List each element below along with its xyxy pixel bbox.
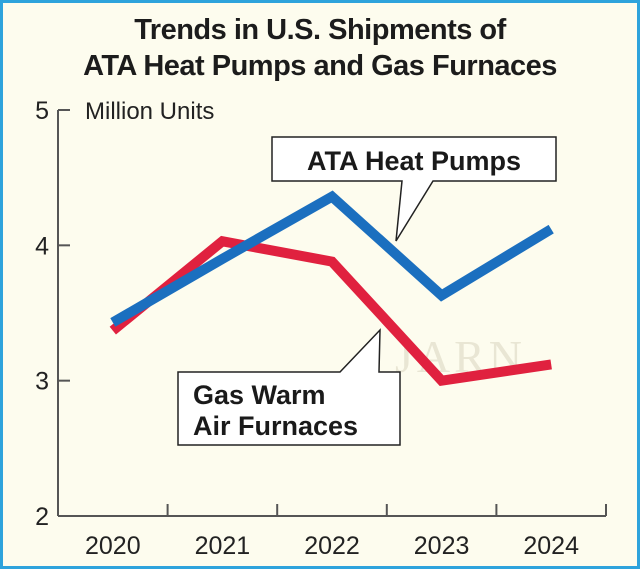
furnace-callout-box: [177, 328, 401, 446]
heat-pump-callout-label: ATA Heat Pumps: [307, 146, 521, 176]
x-tick-label: 2022: [304, 532, 360, 560]
y-tick-label: 4: [35, 232, 49, 260]
furnace-callout-label-line2: Air Furnaces: [193, 411, 358, 441]
x-tick-label: 2020: [85, 532, 141, 560]
x-tick-label: 2021: [195, 532, 251, 560]
callouts: ATA Heat Pumps Gas Warm Air Furnaces: [177, 136, 557, 446]
chart-title-line2: ATA Heat Pumps and Gas Furnaces: [83, 50, 557, 82]
x-tick-label: 2024: [523, 532, 579, 560]
y-tick-label: 3: [35, 368, 49, 396]
furnace-callout-label-line1: Gas Warm: [193, 380, 326, 410]
axes: 2 3 4 5 2020 2021 2022 2023 2024: [35, 97, 607, 560]
y-axis-label: Million Units: [85, 98, 214, 125]
chart-title-line1: Trends in U.S. Shipments of: [134, 14, 506, 46]
y-tick-label: 2: [35, 503, 49, 531]
x-tick-label: 2023: [414, 532, 470, 560]
y-tick-label: 5: [35, 97, 49, 125]
chart-title: Trends in U.S. Shipments of ATA Heat Pum…: [0, 12, 640, 84]
heat-pump-callout-box: [271, 136, 557, 242]
series-group: [109, 190, 554, 387]
